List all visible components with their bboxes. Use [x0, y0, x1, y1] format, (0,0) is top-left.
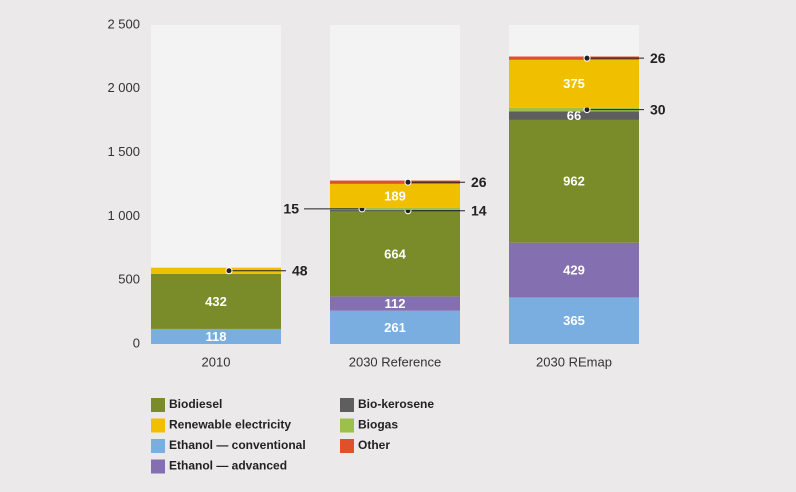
bar-segment: [509, 107, 639, 112]
bar-segment: [330, 207, 460, 210]
legend-swatch: [151, 398, 165, 412]
value-label: 664: [384, 246, 406, 261]
bar-segment: [330, 209, 460, 212]
value-label: 26: [650, 50, 666, 66]
y-tick-label: 0: [133, 335, 140, 350]
legend-swatch: [151, 439, 165, 453]
callout-dot: [404, 178, 412, 186]
x-tick-label: 2030 REmap: [536, 354, 612, 369]
legend-label: Other: [358, 438, 390, 452]
bar-segment: [509, 56, 639, 60]
x-tick-label: 2030 Reference: [349, 354, 442, 369]
legend-label: Bio-kerosene: [358, 397, 434, 411]
legend-swatch: [340, 418, 354, 433]
legend-swatch: [151, 418, 165, 433]
legend-label: Biodiesel: [169, 397, 222, 411]
bar-segment: [151, 273, 281, 329]
value-label: 30: [650, 101, 666, 117]
callout-dot: [583, 54, 591, 62]
y-tick-label: 2 500: [107, 16, 140, 31]
callout-dot: [225, 267, 233, 275]
bar-segment: [330, 296, 460, 311]
legend-swatch: [340, 398, 354, 412]
legend-label: Ethanol — conventional: [169, 438, 306, 452]
legend-label: Renewable electricity: [169, 418, 291, 432]
value-label: 365: [563, 313, 585, 328]
bar-segment: [330, 183, 460, 208]
bar-segment: [151, 328, 281, 344]
legend-swatch: [151, 459, 165, 474]
value-label: 118: [206, 329, 227, 344]
bar-segment: [509, 111, 639, 120]
value-label: 14: [471, 202, 487, 218]
bar-segment: [330, 180, 460, 184]
legend-label: Biogas: [358, 418, 398, 432]
value-label: 962: [563, 174, 585, 189]
bar-segment: [330, 310, 460, 344]
legend-swatch: [340, 439, 354, 453]
value-label: 15: [283, 201, 299, 217]
bar-segment: [330, 211, 460, 297]
y-tick-label: 1 000: [107, 208, 140, 223]
bar-segment: [509, 242, 639, 298]
y-tick-label: 500: [118, 272, 140, 287]
value-label: 48: [292, 262, 308, 278]
value-label: 432: [205, 294, 227, 309]
value-label: 189: [384, 188, 406, 203]
value-label: 429: [563, 262, 585, 277]
bar-segment: [509, 119, 639, 243]
bar-segment: [509, 59, 639, 108]
x-tick-label: 2010: [202, 354, 231, 369]
bar-segment: [151, 267, 281, 274]
value-label: 66: [567, 108, 581, 123]
value-label: 112: [385, 296, 406, 311]
value-label: 261: [384, 320, 406, 335]
value-label: 26: [471, 174, 487, 190]
legend-label: Ethanol — advanced: [169, 459, 287, 473]
y-tick-label: 1 500: [107, 144, 140, 159]
value-label: 375: [563, 76, 585, 91]
bar-segment: [509, 297, 639, 344]
y-tick-label: 2 000: [107, 80, 140, 95]
